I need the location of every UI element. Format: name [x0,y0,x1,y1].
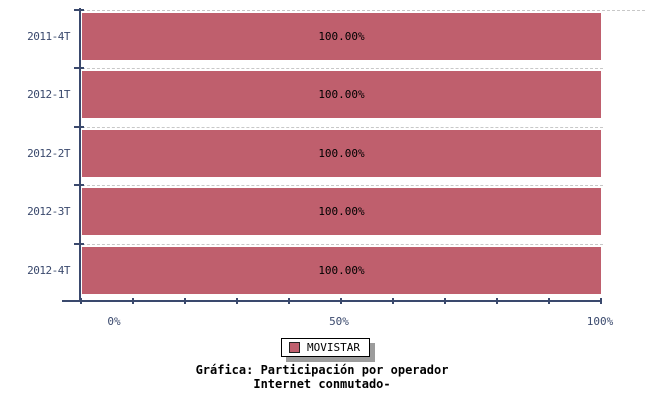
y-axis-label: 2012-2T [27,147,70,160]
x-axis-label-100: 100% [586,315,614,328]
legend-label: MOVISTAR [307,341,360,354]
x-axis-tick [496,298,498,304]
bar-value-label: 100.00% [318,88,365,101]
bar-value-label: 100.00% [318,205,365,218]
x-axis-tick [184,298,186,304]
x-axis-tick [444,298,446,304]
bar-value-label: 100.00% [318,264,365,277]
x-axis-tick [132,298,134,304]
y-axis-line [79,8,81,301]
legend-color-swatch-movistar [289,342,300,353]
x-axis-label-0: 0% [107,315,121,328]
chart-row: 2011-4T 100.00% [0,8,650,66]
x-axis-tick [288,298,290,304]
bar-movistar: 100.00% [82,130,601,177]
bar-value-label: 100.00% [318,30,365,43]
dashed-gridline [82,185,603,186]
chart-row: 2012-2T 100.00% [0,125,650,183]
dashed-gridline [82,244,603,245]
y-axis-label: 2012-1T [27,88,70,101]
y-axis-label: 2012-4T [27,264,70,277]
legend-box: MOVISTAR [281,338,370,357]
bar-movistar: 100.00% [82,188,601,235]
chart-row: 2012-3T 100.00% [0,183,650,241]
bar-movistar: 100.00% [82,71,601,118]
y-axis-label: 2011-4T [27,30,70,43]
bar-movistar: 100.00% [82,247,601,294]
chart-row: 2012-4T 100.00% [0,242,650,300]
dashed-gridline [82,68,603,69]
x-axis-tick [548,298,550,304]
caption-line-1: Gráfica: Participación por operador [195,363,449,377]
chart-row: 2012-1T 100.00% [0,66,650,124]
x-axis-tick [80,298,82,304]
dashed-gridline [82,127,603,128]
bar-value-label: 100.00% [318,147,365,160]
bar-movistar: 100.00% [82,13,601,60]
x-axis-tick [340,298,342,304]
caption-line-2: Internet conmutado- [253,377,391,391]
x-axis-tick [236,298,238,304]
x-axis-tick [600,298,602,304]
x-axis-tick [392,298,394,304]
x-axis-label-50: 50% [329,315,349,328]
dashed-gridline [82,10,645,11]
chart-caption: Gráfica: Participación por operador Inte… [0,363,644,391]
y-axis-label: 2012-3T [27,205,70,218]
x-axis-line [62,300,601,302]
